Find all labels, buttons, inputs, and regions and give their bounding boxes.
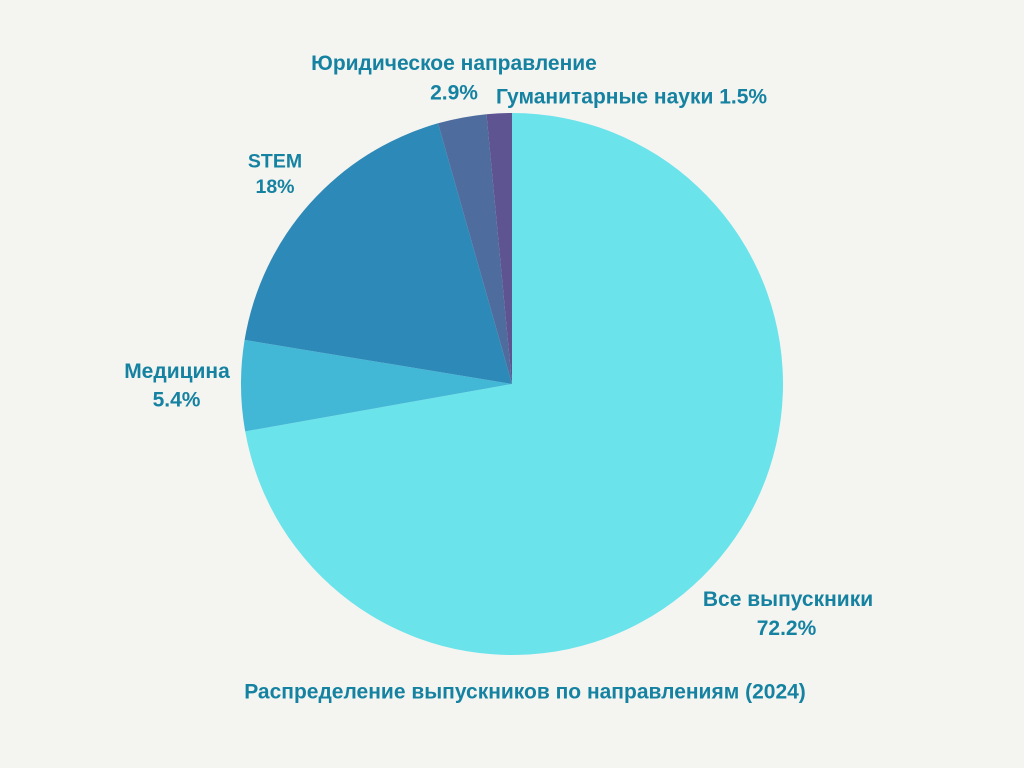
svg-text:18%: 18%: [255, 176, 294, 198]
svg-text:Юридическое направление: Юридическое направление: [311, 52, 597, 75]
svg-text:5.4%: 5.4%: [153, 389, 201, 412]
svg-text:Все выпускники: Все выпускники: [703, 588, 873, 611]
svg-text:STEM: STEM: [248, 151, 302, 173]
svg-text:Гуманитарные науки 1.5%: Гуманитарные науки 1.5%: [496, 86, 767, 109]
svg-text:Медицина: Медицина: [124, 360, 230, 383]
svg-text:2.9%: 2.9%: [430, 82, 478, 105]
svg-text:Распределение выпускников по н: Распределение выпускников по направления…: [244, 681, 806, 704]
svg-text:72.2%: 72.2%: [757, 617, 817, 640]
